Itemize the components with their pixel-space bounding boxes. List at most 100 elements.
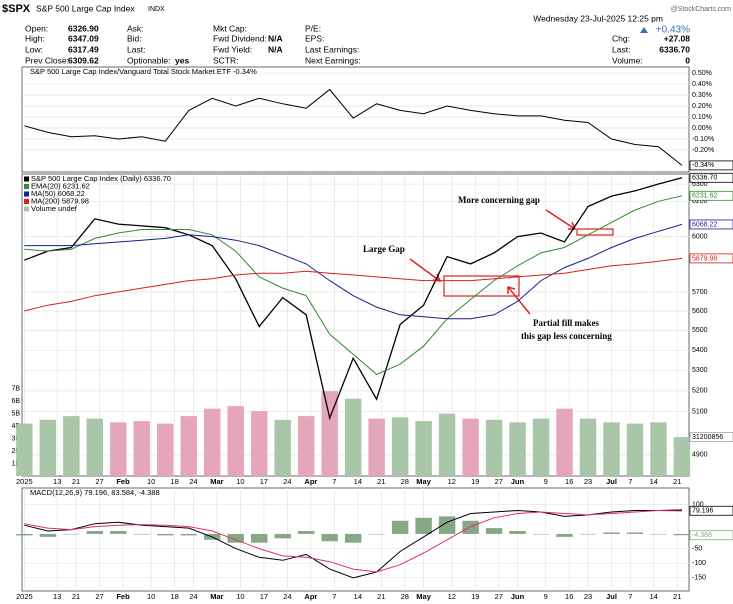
x-tick-label: 7 [628, 592, 632, 601]
x-tick-label: Apr [304, 477, 317, 486]
x-tick-label: 24 [283, 477, 291, 486]
x-tick-label: 24 [189, 592, 197, 601]
quote-value: 6309.62 [68, 55, 99, 65]
legend-entry: Volume undef [31, 204, 78, 213]
up-arrow [640, 27, 648, 33]
x-tick-label: Jun [511, 477, 525, 486]
volume-bar [227, 406, 244, 476]
x-tick-label: Apr [304, 592, 317, 601]
end-label: -4.388 [692, 532, 712, 539]
x-tick-label: 13 [53, 477, 61, 486]
y-tick-label: -0.20% [692, 147, 714, 154]
y-tick-label: 5500 [692, 327, 708, 334]
volume-bar [415, 421, 432, 476]
histogram-bar [227, 533, 244, 543]
histogram-bar [321, 533, 338, 542]
summary-label: Chg: [612, 33, 630, 43]
panel [21, 66, 690, 173]
volume-bar [650, 422, 667, 476]
annotation: this gap less concerning [521, 331, 612, 341]
quote-label: Open: [25, 23, 48, 33]
y-tick-label: 0.40% [692, 81, 712, 88]
quote-label: Last: [127, 44, 145, 54]
gap-box [576, 228, 614, 236]
histogram-bar [86, 531, 104, 534]
x-tick-label: 10 [236, 477, 244, 486]
end-label-box [689, 190, 733, 201]
panel-title: S&P 500 Large Cap Index/Vanguard Total S… [30, 67, 257, 76]
gap-box [443, 275, 520, 297]
y-tick-label: 5100 [692, 409, 708, 416]
histogram-bar [180, 533, 197, 536]
histogram-bar [16, 533, 33, 536]
quote-label: Prev Close: [25, 55, 69, 65]
watermark: @StockCharts.com [671, 6, 732, 13]
end-label: 79.196 [692, 508, 714, 515]
volume-bar [157, 423, 174, 476]
quote-label: Ask: [127, 23, 144, 33]
end-label-box [689, 530, 733, 541]
x-tick-label: 10 [236, 592, 244, 601]
quote-value: 6347.09 [68, 33, 99, 43]
volume-bar [626, 423, 644, 476]
series-line [24, 195, 683, 375]
x-tick-label: May [416, 592, 431, 601]
legend-swatch [24, 206, 29, 212]
x-tick-label: 7 [332, 592, 336, 601]
volume-tick-label: 3B [11, 435, 20, 442]
x-tick-label: 9 [544, 477, 548, 486]
quote-label: Fwd Yield: [213, 44, 252, 54]
series-line [24, 509, 683, 579]
quote-label: Mkt Cap: [213, 23, 247, 33]
index-name: S&P 500 Large Cap Index [36, 3, 135, 13]
x-tick-label: Jul [606, 592, 617, 601]
y-tick-label: 6000 [692, 233, 708, 240]
quote-label: Low: [25, 44, 43, 54]
histogram-bar [63, 533, 80, 535]
x-tick-label: 12 [448, 592, 456, 601]
y-tick-label: 100 [692, 502, 704, 509]
y-tick-label: 0.10% [692, 114, 712, 121]
datetime: Wednesday 23-Jul-2025 12:25 pm [533, 13, 663, 23]
annotations: Large Gap More concerning gap Partial fi… [363, 195, 614, 341]
histogram-bar [368, 533, 385, 535]
legend-entry: MA(200) 5879.98 [31, 196, 89, 205]
x-tick-label: 2025 [16, 477, 33, 486]
exchange: INDX [148, 6, 165, 13]
summary-label: Last: [612, 44, 630, 54]
quote-value: N/A [268, 44, 283, 54]
x-tick-label: 16 [565, 592, 573, 601]
x-tick-label: 10 [147, 592, 155, 601]
legend-entry: EMA(20) 6231.62 [31, 181, 90, 190]
x-tick-label: 21 [673, 477, 681, 486]
series-line [24, 223, 683, 320]
x-tick-label: 21 [377, 477, 385, 486]
quote-label: EPS: [305, 33, 324, 43]
x-tick-label: 27 [95, 592, 103, 601]
end-label-box [689, 219, 733, 230]
volume-tick-label: 4B [11, 423, 20, 430]
volume-bar [438, 413, 456, 476]
volume-bar [344, 398, 362, 476]
volume-bar [485, 419, 503, 476]
x-tick-label: Feb [116, 477, 130, 486]
volume-bar [368, 418, 385, 476]
x-tick-label: 7 [628, 477, 632, 486]
quote-value: 6326.90 [68, 23, 99, 33]
x-tick-label: May [416, 477, 431, 486]
volume-bar [556, 408, 573, 476]
volume-bar [180, 416, 197, 476]
quote-label: Fwd Dividend: [213, 33, 267, 43]
end-label-box [689, 432, 733, 442]
series-line [24, 88, 683, 166]
volume-bar [110, 422, 127, 476]
x-tick-label: Mar [210, 592, 223, 601]
y-tick-label: 6300 [692, 181, 708, 188]
summary-label: Volume: [612, 55, 643, 65]
x-tick-label: Mar [210, 477, 223, 486]
y-tick-label: 5300 [692, 367, 708, 374]
histogram-bar [579, 533, 597, 535]
histogram-bar [509, 531, 526, 534]
histogram-bar [110, 531, 127, 534]
quote-label: Last Earnings: [305, 44, 359, 54]
